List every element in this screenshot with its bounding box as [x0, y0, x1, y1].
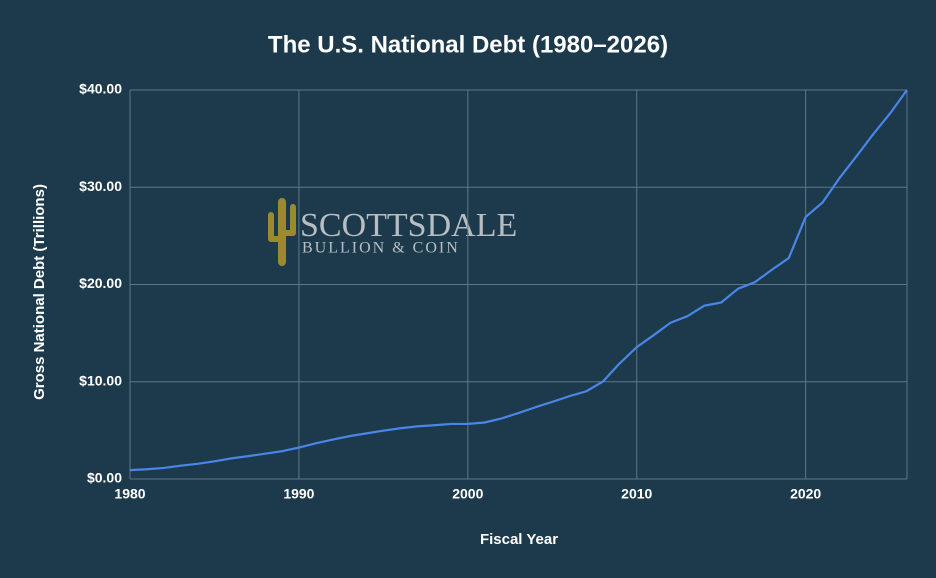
x-axis-label: Fiscal Year: [480, 531, 558, 548]
chart-title: The U.S. National Debt (1980–2026): [268, 31, 668, 58]
x-tick-label: 2020: [790, 486, 821, 502]
y-tick-label: $30.00: [79, 178, 122, 194]
x-tick-label: 1980: [114, 486, 145, 502]
y-tick-label: $10.00: [79, 372, 122, 388]
x-tick-label: 2010: [621, 486, 652, 502]
x-tick-label: 2000: [452, 486, 483, 502]
watermark-subtitle: BULLION & COIN: [302, 240, 460, 257]
y-tick-label: $0.00: [87, 470, 122, 486]
watermark-title: SCOTTSDALE: [300, 207, 517, 244]
x-tick-label: 1990: [283, 486, 314, 502]
data-line: [129, 89, 908, 472]
y-tick-label: $40.00: [79, 81, 122, 97]
watermark-logo: [268, 198, 296, 266]
y-axis-label: Gross National Debt (Trillions): [31, 184, 48, 400]
y-tick-label: $20.00: [79, 275, 122, 291]
